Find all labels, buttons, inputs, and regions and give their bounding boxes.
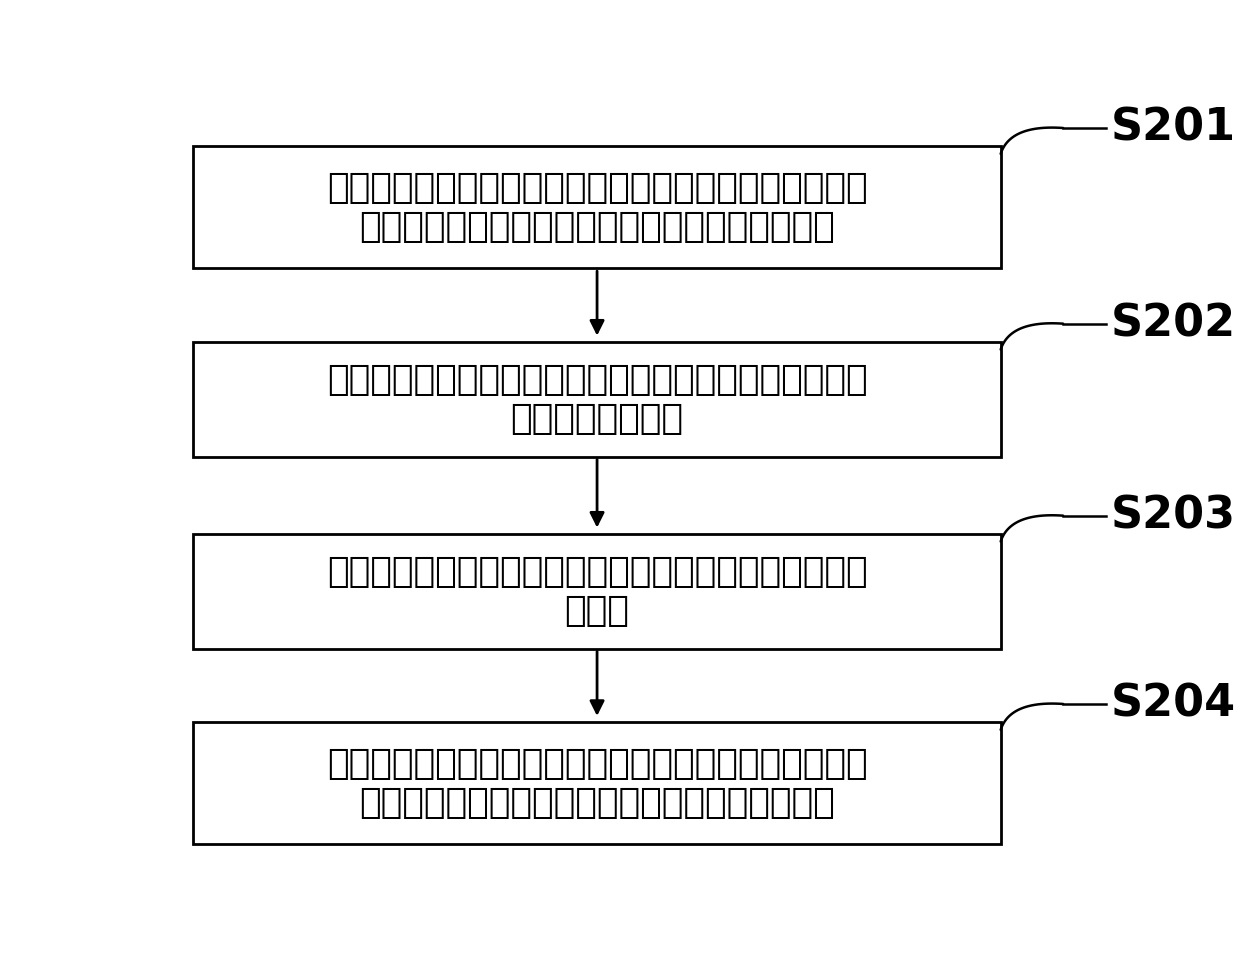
Text: 理实体: 理实体 — [564, 594, 630, 627]
Text: S204: S204 — [1111, 683, 1236, 725]
Text: S202: S202 — [1111, 302, 1236, 345]
Text: 对保存的管理实体的类型和实例分别分配一个索引: 对保存的管理实体的类型和实例分别分配一个索引 — [360, 785, 835, 820]
Text: 指定目录用于存放所有管理实体对应的动态库文件: 指定目录用于存放所有管理实体对应的动态库文件 — [360, 210, 835, 244]
Text: 执行每一待更新管理实体的初始化函数，以创建对应的管: 执行每一待更新管理实体的初始化函数，以创建对应的管 — [327, 555, 867, 589]
Bar — [193, 342, 1001, 456]
Text: 将创建的管理实体的类型和实例保存至本地数据库中，并: 将创建的管理实体的类型和实例保存至本地数据库中，并 — [327, 747, 867, 782]
Text: 针对查找到的每一个动态库文件，获取对应的待更新管理: 针对查找到的每一个动态库文件，获取对应的待更新管理 — [327, 363, 867, 397]
Bar — [193, 147, 1001, 269]
Text: S203: S203 — [1111, 494, 1236, 537]
Bar — [193, 722, 1001, 844]
Text: S201: S201 — [1111, 106, 1236, 150]
Bar — [193, 534, 1001, 648]
Text: 实体的初始化函数: 实体的初始化函数 — [511, 402, 683, 435]
Text: 在指定目录查找待更新管理实体对应的动态库文件；其中: 在指定目录查找待更新管理实体对应的动态库文件；其中 — [327, 172, 867, 205]
